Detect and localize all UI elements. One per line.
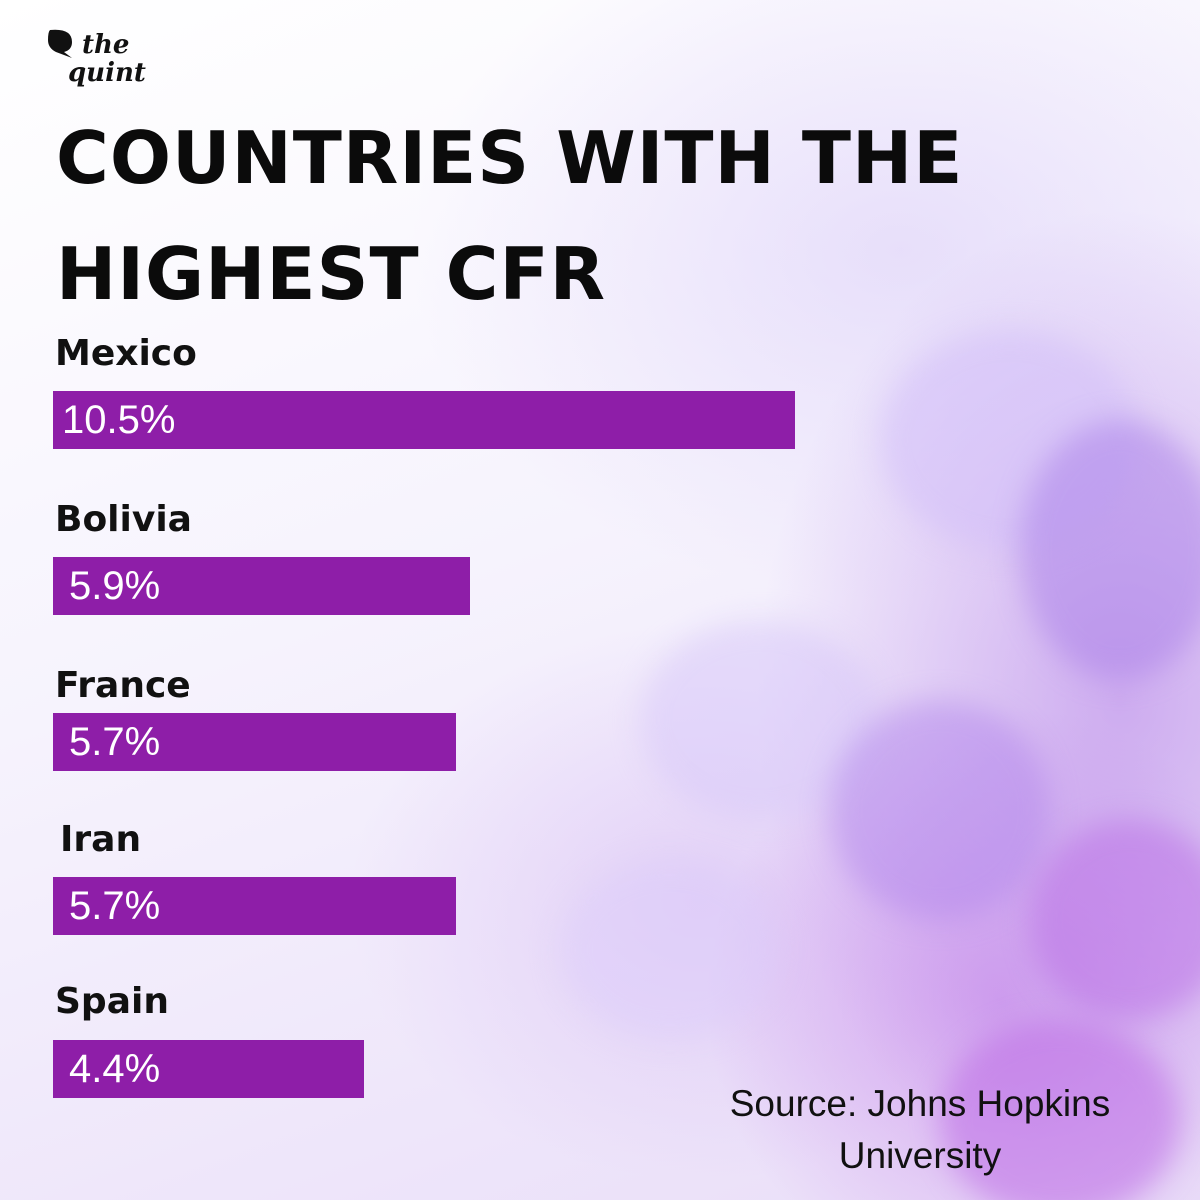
source-line-2: University bbox=[838, 1135, 1002, 1176]
brand-line-2: quint bbox=[68, 58, 146, 88]
bar: 5.7% bbox=[53, 877, 456, 935]
bar: 4.4% bbox=[53, 1040, 364, 1098]
category-label: France bbox=[55, 665, 191, 706]
bar: 5.7% bbox=[53, 713, 456, 771]
category-label: Iran bbox=[60, 819, 142, 860]
source-note: Source: Johns Hopkins University bbox=[690, 1078, 1150, 1182]
brand-logo: the quint bbox=[46, 28, 176, 96]
chart-title-line-2: HIGHEST CFR bbox=[56, 232, 607, 316]
data-label: 5.7% bbox=[69, 884, 161, 928]
bar: 10.5% bbox=[53, 391, 795, 449]
bar: 5.9% bbox=[53, 557, 470, 615]
data-label: 4.4% bbox=[69, 1047, 161, 1091]
chart-title-line-1: COUNTRIES WITH THE bbox=[56, 116, 964, 200]
category-label: Mexico bbox=[55, 333, 197, 374]
quote-bubble-icon bbox=[48, 29, 72, 58]
data-label: 5.7% bbox=[69, 720, 161, 764]
category-label: Bolivia bbox=[55, 499, 192, 540]
brand-line-1: the bbox=[82, 30, 130, 60]
source-line-1: Source: Johns Hopkins bbox=[729, 1083, 1111, 1124]
chart-title: COUNTRIES WITH THE HIGHEST CFR bbox=[56, 100, 1116, 332]
category-label: Spain bbox=[55, 981, 169, 1022]
data-label: 10.5% bbox=[62, 398, 176, 442]
data-label: 5.9% bbox=[69, 564, 161, 608]
